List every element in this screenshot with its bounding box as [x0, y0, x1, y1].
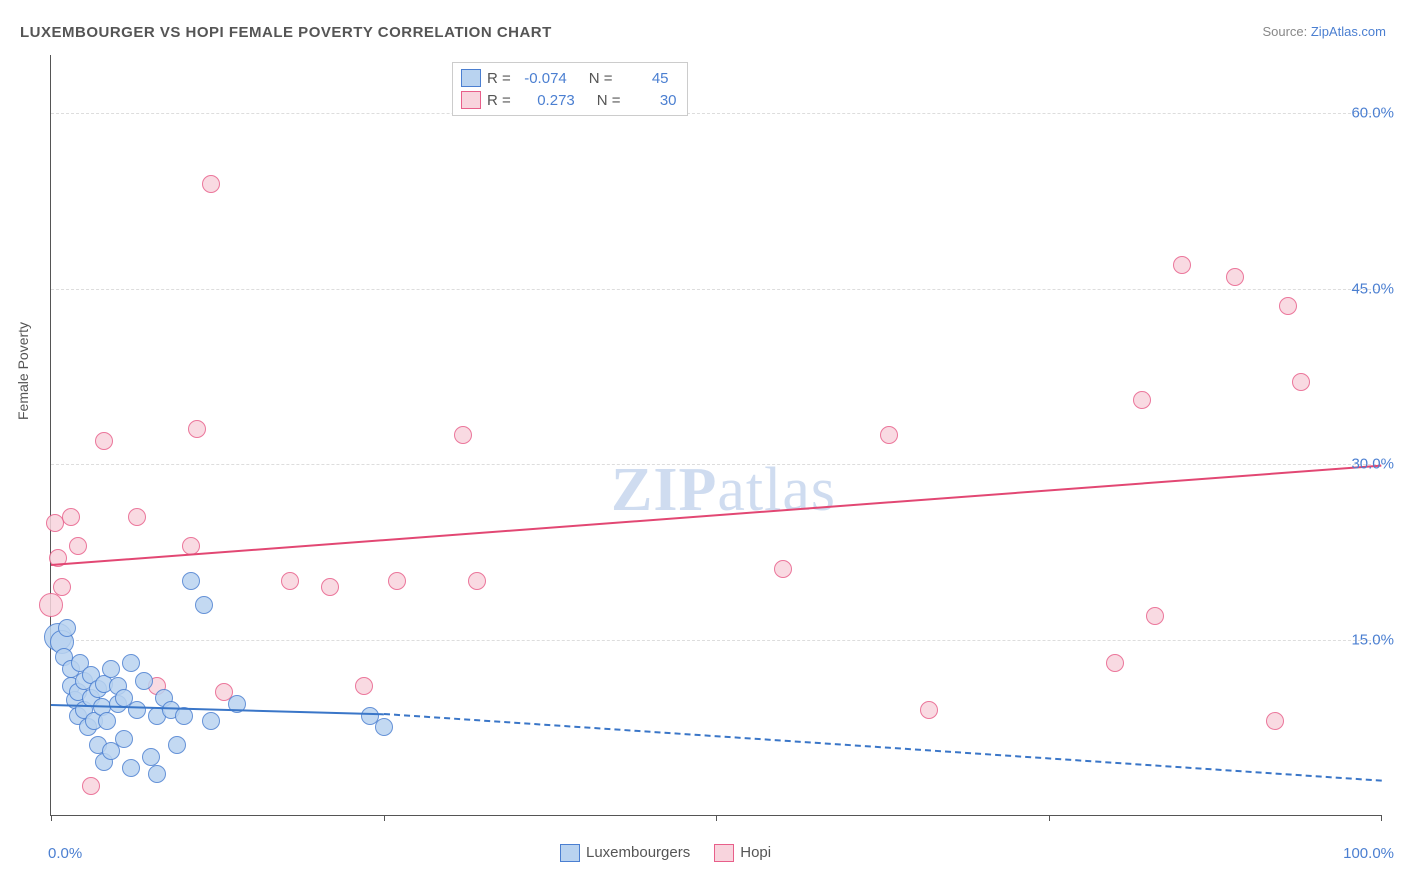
data-point-lux [148, 765, 166, 783]
data-point-lux [195, 596, 213, 614]
data-point-lux [182, 572, 200, 590]
data-point-hopi [82, 777, 100, 795]
data-point-lux [115, 730, 133, 748]
data-point-lux [168, 736, 186, 754]
data-point-hopi [1292, 373, 1310, 391]
gridline [51, 289, 1381, 290]
data-point-hopi [1106, 654, 1124, 672]
series-legend: Luxembourgers Hopi [560, 844, 771, 862]
x-tick-100: 100.0% [1343, 845, 1394, 862]
data-point-hopi [202, 175, 220, 193]
data-point-hopi [774, 560, 792, 578]
data-point-hopi [468, 572, 486, 590]
n-value-hopi: 30 [627, 92, 677, 109]
legend-label-lux: Luxembourgers [586, 844, 690, 861]
x-tick [1049, 815, 1050, 821]
data-point-hopi [880, 426, 898, 444]
legend-row-lux: R = -0.074 N = 45 [461, 67, 677, 89]
x-tick-0: 0.0% [48, 845, 82, 862]
y-tick-label: 30.0% [1351, 456, 1394, 473]
watermark-bold: ZIP [611, 456, 717, 524]
gridline [51, 640, 1381, 641]
legend-item-lux: Luxembourgers [560, 844, 690, 862]
data-point-lux [375, 718, 393, 736]
data-point-lux [122, 759, 140, 777]
data-point-hopi [95, 432, 113, 450]
source-attribution: Source: ZipAtlas.com [1262, 24, 1386, 39]
data-point-lux [58, 619, 76, 637]
gridline [51, 464, 1381, 465]
data-point-hopi [1226, 268, 1244, 286]
x-tick [51, 815, 52, 821]
data-point-hopi [1173, 256, 1191, 274]
correlation-legend: R = -0.074 N = 45 R = 0.273 N = 30 [452, 62, 688, 116]
data-point-hopi [281, 572, 299, 590]
data-point-hopi [69, 537, 87, 555]
y-tick-label: 45.0% [1351, 280, 1394, 297]
legend-swatch-lux-icon [560, 844, 580, 862]
data-point-hopi [1266, 712, 1284, 730]
legend-swatch-hopi-icon [714, 844, 734, 862]
r-label: R = [487, 70, 511, 87]
data-point-lux [202, 712, 220, 730]
n-value-lux: 45 [619, 70, 669, 87]
data-point-hopi [321, 578, 339, 596]
data-point-lux [128, 701, 146, 719]
x-tick [384, 815, 385, 821]
data-point-hopi [188, 420, 206, 438]
chart-title: LUXEMBOURGER VS HOPI FEMALE POVERTY CORR… [20, 24, 552, 41]
data-point-hopi [1133, 391, 1151, 409]
data-point-hopi [62, 508, 80, 526]
legend-item-hopi: Hopi [714, 844, 771, 862]
data-point-hopi [53, 578, 71, 596]
legend-row-hopi: R = 0.273 N = 30 [461, 89, 677, 111]
n-label: N = [597, 92, 621, 109]
y-tick-label: 60.0% [1351, 105, 1394, 122]
x-tick [716, 815, 717, 821]
data-point-hopi [355, 677, 373, 695]
trend-line-dashed [383, 713, 1381, 782]
y-tick-label: 15.0% [1351, 631, 1394, 648]
data-point-hopi [388, 572, 406, 590]
y-axis-label: Female Poverty [15, 322, 31, 420]
r-value-lux: -0.074 [517, 70, 567, 87]
data-point-hopi [454, 426, 472, 444]
legend-swatch-hopi [461, 91, 481, 109]
data-point-lux [98, 712, 116, 730]
data-point-hopi [920, 701, 938, 719]
legend-label-hopi: Hopi [740, 844, 771, 861]
source-link[interactable]: ZipAtlas.com [1311, 24, 1386, 39]
data-point-hopi [128, 508, 146, 526]
plot-area: ZIPatlas [50, 55, 1381, 816]
data-point-lux [102, 660, 120, 678]
x-tick [1381, 815, 1382, 821]
data-point-lux [142, 748, 160, 766]
data-point-lux [135, 672, 153, 690]
data-point-hopi [1279, 297, 1297, 315]
r-value-hopi: 0.273 [517, 92, 575, 109]
data-point-lux [122, 654, 140, 672]
legend-swatch-lux [461, 69, 481, 87]
gridline [51, 113, 1381, 114]
r-label: R = [487, 92, 511, 109]
n-label: N = [589, 70, 613, 87]
data-point-hopi [39, 593, 63, 617]
data-point-hopi [1146, 607, 1164, 625]
source-prefix: Source: [1262, 24, 1310, 39]
trend-line [51, 464, 1381, 565]
